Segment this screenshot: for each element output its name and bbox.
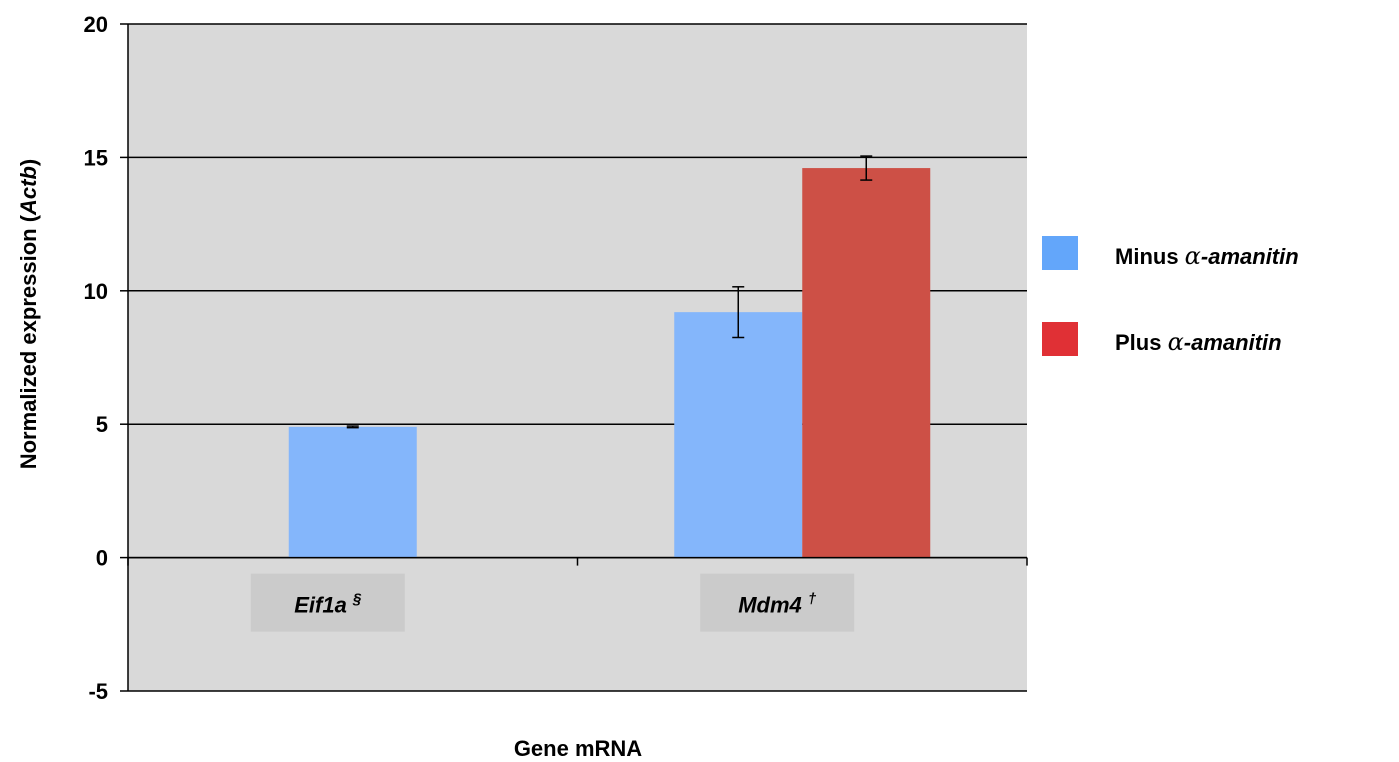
category-name: Mdm4 [738, 593, 808, 618]
y-axis-title-italic: Actb [16, 166, 41, 216]
bar-eif1a-series-1 [288, 426, 417, 558]
y-axis-title-prefix: Normalized expression ( [16, 214, 41, 469]
legend-swatch-series-1 [1042, 236, 1078, 270]
bar-mdm4-series-2 [802, 168, 931, 558]
x-axis-title: Gene mRNA [514, 736, 642, 761]
legend-label-suffix: -amanitin [1184, 330, 1282, 355]
category-labels: Eif1a § Mdm4 † [250, 573, 855, 632]
legend-label-suffix: -amanitin [1201, 244, 1299, 269]
category-name: Eif1a [294, 593, 353, 618]
legend-label-prefix: Plus [1115, 330, 1168, 355]
category-superscript: † [808, 591, 817, 608]
error-bars [346, 155, 873, 429]
category-label-box [250, 573, 405, 632]
legend-swatch-series-2 [1042, 322, 1078, 356]
y-tick-label: 0 [96, 546, 108, 571]
y-tick-labels: -5 0 5 10 15 20 [84, 12, 108, 704]
category-superscript: § [352, 591, 362, 608]
category-label-mdm4: Mdm4 † [738, 591, 817, 618]
category-label-eif1a: Eif1a § [294, 591, 362, 618]
y-tick-label: 5 [96, 412, 108, 437]
bar-mdm4-series-1 [674, 312, 803, 558]
legend-label-alpha: α [1185, 242, 1201, 270]
legend-label-alpha: α [1168, 328, 1184, 356]
y-axis-title-suffix: ) [16, 159, 41, 166]
legend-label-prefix: Minus [1115, 244, 1185, 269]
bars [288, 168, 931, 558]
category-label-box [700, 573, 855, 632]
legend-label-series-2: Plus α-amanitin [1115, 328, 1282, 356]
axes [120, 23, 1028, 692]
y-tick-label: -5 [88, 679, 108, 704]
legend-label-series-1: Minus α-amanitin [1115, 242, 1299, 270]
y-axis-title: Normalized expression (Actb) [16, 159, 41, 470]
y-tick-label: 20 [84, 12, 108, 37]
y-tick-label: 15 [84, 145, 108, 170]
y-tick-label: 10 [84, 279, 108, 304]
